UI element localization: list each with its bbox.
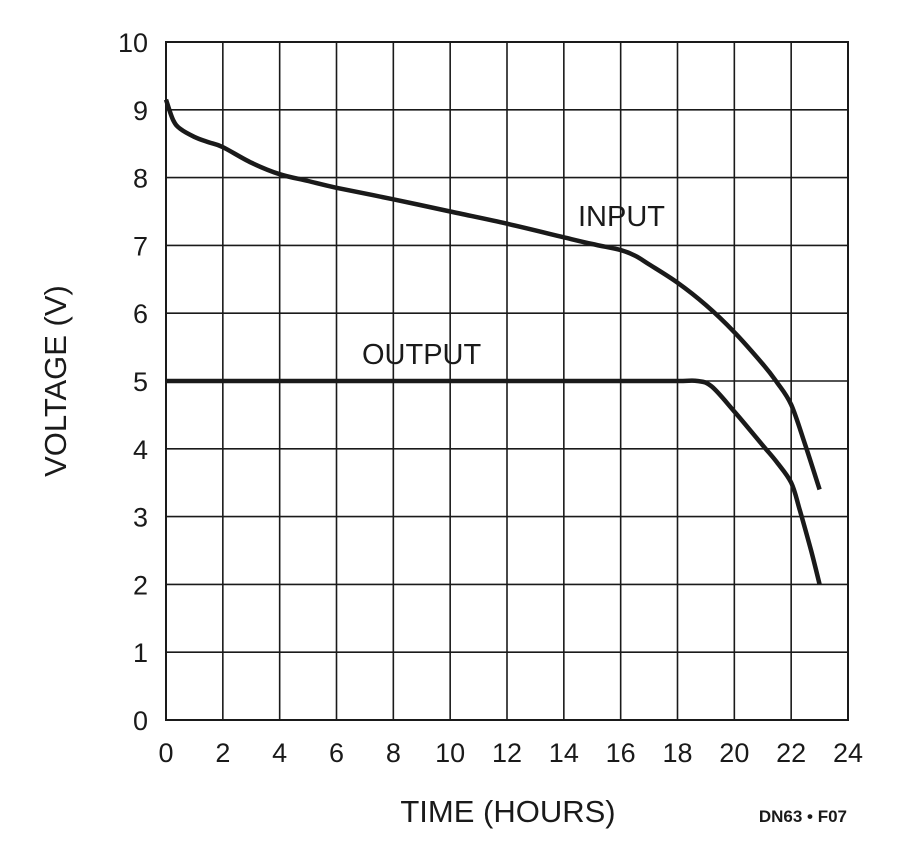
y-tick-labels: 0 1 2 3 4 5 6 7 8 9 10 bbox=[118, 28, 148, 736]
x-tick-label: 2 bbox=[215, 738, 230, 768]
x-tick-label: 24 bbox=[833, 738, 863, 768]
x-tick-label: 22 bbox=[776, 738, 806, 768]
y-tick-label: 1 bbox=[133, 638, 148, 668]
x-tick-label: 18 bbox=[662, 738, 692, 768]
series-label-input: INPUT bbox=[578, 201, 665, 233]
y-tick-label: 6 bbox=[133, 299, 148, 329]
x-tick-label: 4 bbox=[272, 738, 287, 768]
series-label-output: OUTPUT bbox=[362, 339, 482, 371]
x-tick-labels: 0 2 4 6 8 10 12 14 16 18 20 22 24 bbox=[158, 738, 863, 768]
x-tick-label: 6 bbox=[329, 738, 344, 768]
series-line-output bbox=[166, 378, 822, 585]
x-tick-label: 20 bbox=[719, 738, 749, 768]
y-tick-label: 2 bbox=[133, 570, 148, 600]
x-axis-title: TIME (HOURS) bbox=[400, 794, 615, 829]
y-tick-label: 8 bbox=[133, 164, 148, 194]
y-tick-label: 7 bbox=[133, 231, 148, 261]
series-lines bbox=[163, 98, 822, 585]
figure-id: DN63 • F07 bbox=[759, 807, 847, 826]
y-tick-label: 3 bbox=[133, 503, 148, 533]
y-tick-label: 4 bbox=[133, 435, 148, 465]
y-tick-label: 5 bbox=[133, 367, 148, 397]
x-tick-label: 10 bbox=[435, 738, 465, 768]
x-tick-label: 8 bbox=[386, 738, 401, 768]
y-tick-label: 10 bbox=[118, 28, 148, 58]
y-tick-label: 0 bbox=[133, 706, 148, 736]
x-tick-label: 0 bbox=[158, 738, 173, 768]
x-tick-label: 16 bbox=[606, 738, 636, 768]
y-axis-title: VOLTAGE (V) bbox=[38, 285, 73, 477]
x-tick-label: 12 bbox=[492, 738, 522, 768]
y-tick-label: 9 bbox=[133, 96, 148, 126]
x-tick-label: 14 bbox=[549, 738, 579, 768]
series-line-input bbox=[163, 98, 822, 491]
